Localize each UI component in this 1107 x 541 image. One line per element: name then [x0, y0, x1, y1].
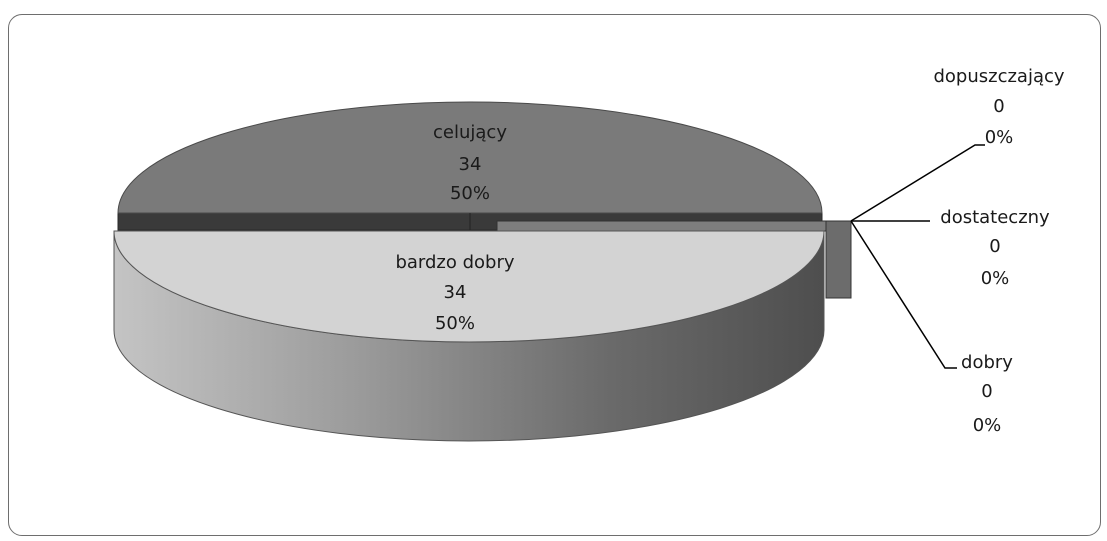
label-dobry-name: dobry — [961, 352, 1013, 373]
leader-line-dopuszczajacy — [850, 144, 985, 222]
label-dostateczny-name: dostateczny — [940, 207, 1050, 228]
slice-zero-block-top — [496, 220, 827, 232]
label-celujacy-value: 34 — [459, 154, 482, 175]
label-bardzo-dobry-name: bardzo dobry — [395, 252, 514, 273]
label-bardzo-dobry-value: 34 — [444, 282, 467, 303]
label-celujacy-percent: 50% — [450, 183, 490, 204]
label-bardzo-dobry-percent: 50% — [435, 313, 475, 334]
label-celujacy-name: celujący — [433, 122, 507, 143]
label-dostateczny-percent: 0% — [981, 268, 1010, 289]
label-dobry-value: 0 — [981, 381, 992, 402]
slice-celujacy-top — [117, 101, 823, 214]
label-dostateczny-value: 0 — [989, 236, 1000, 257]
label-dopuszczajacy-percent: 0% — [985, 127, 1014, 148]
label-dopuszczajacy-name: dopuszczający — [933, 66, 1064, 87]
slice-bardzo-dobry-top — [113, 230, 825, 343]
label-dobry-percent: 0% — [973, 415, 1002, 436]
label-dopuszczajacy-value: 0 — [993, 96, 1004, 117]
slice-zero-block-side — [825, 220, 852, 299]
leader-line-dobry — [850, 220, 957, 369]
